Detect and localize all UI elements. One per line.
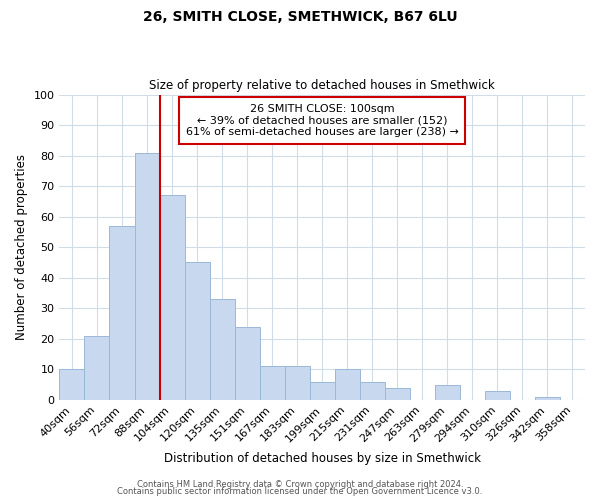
Bar: [109, 226, 134, 400]
Title: Size of property relative to detached houses in Smethwick: Size of property relative to detached ho…: [149, 79, 495, 92]
Bar: [310, 382, 335, 400]
Bar: [235, 326, 260, 400]
Text: Contains public sector information licensed under the Open Government Licence v3: Contains public sector information licen…: [118, 487, 482, 496]
Bar: [185, 262, 209, 400]
Bar: [435, 384, 460, 400]
Text: Contains HM Land Registry data © Crown copyright and database right 2024.: Contains HM Land Registry data © Crown c…: [137, 480, 463, 489]
Bar: [59, 370, 85, 400]
Bar: [209, 299, 235, 400]
Bar: [385, 388, 410, 400]
Y-axis label: Number of detached properties: Number of detached properties: [15, 154, 28, 340]
Bar: [335, 370, 360, 400]
Bar: [260, 366, 284, 400]
Bar: [85, 336, 109, 400]
Bar: [160, 196, 185, 400]
Bar: [360, 382, 385, 400]
Bar: [535, 397, 560, 400]
Bar: [485, 390, 510, 400]
Bar: [284, 366, 310, 400]
Text: 26, SMITH CLOSE, SMETHWICK, B67 6LU: 26, SMITH CLOSE, SMETHWICK, B67 6LU: [143, 10, 457, 24]
X-axis label: Distribution of detached houses by size in Smethwick: Distribution of detached houses by size …: [164, 452, 481, 465]
Bar: [134, 152, 160, 400]
Text: 26 SMITH CLOSE: 100sqm
← 39% of detached houses are smaller (152)
61% of semi-de: 26 SMITH CLOSE: 100sqm ← 39% of detached…: [186, 104, 458, 137]
